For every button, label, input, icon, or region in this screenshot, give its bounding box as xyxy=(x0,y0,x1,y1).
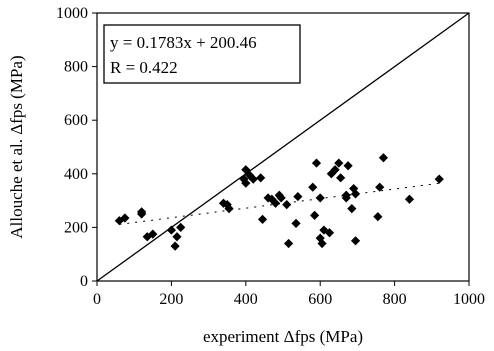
data-point xyxy=(257,214,268,224)
reference-line-y-equals-x xyxy=(96,12,470,282)
data-points xyxy=(114,153,444,251)
x-tick-label: 0 xyxy=(93,291,101,308)
y-tick-label: 800 xyxy=(64,59,88,76)
data-point xyxy=(137,207,147,217)
data-point xyxy=(326,169,336,179)
data-point xyxy=(434,174,444,184)
data-point xyxy=(267,194,277,204)
data-point xyxy=(224,204,234,214)
data-point xyxy=(120,213,130,223)
data-point xyxy=(282,200,292,210)
data-point xyxy=(283,238,294,249)
data-point xyxy=(330,165,340,175)
x-tick-label: 1000 xyxy=(453,291,485,308)
y-tick-label: 1000 xyxy=(56,5,88,22)
equation-text: y = 0.1783x + 200.46 xyxy=(110,33,257,52)
x-tick-label: 200 xyxy=(159,291,183,308)
y-tick-label: 200 xyxy=(64,219,88,236)
x-axis-ticks: 0 200 400 600 800 1000 xyxy=(93,281,485,308)
data-point xyxy=(378,153,389,163)
data-point xyxy=(176,222,186,232)
data-point xyxy=(291,218,301,228)
data-point xyxy=(270,198,281,208)
equation-box: y = 0.1783x + 200.46 R = 0.422 xyxy=(103,24,301,84)
y-tick-label: 0 xyxy=(80,273,88,290)
data-point xyxy=(276,193,286,203)
data-point xyxy=(310,210,320,220)
y-axis-ticks: 0 200 400 600 800 1000 xyxy=(56,5,97,290)
data-point xyxy=(373,212,383,222)
data-point xyxy=(148,229,158,239)
data-point xyxy=(308,182,318,192)
data-point xyxy=(404,194,415,204)
data-point xyxy=(343,161,353,171)
data-point xyxy=(317,238,327,249)
y-axis-title: Allouche et al. Δfps (MPa) xyxy=(7,55,26,238)
data-point xyxy=(341,190,351,200)
data-point xyxy=(315,193,325,203)
data-point xyxy=(311,158,322,168)
r-value-text: R = 0.422 xyxy=(110,58,178,77)
data-point xyxy=(170,241,180,251)
x-tick-label: 600 xyxy=(308,291,332,308)
data-point xyxy=(334,158,344,168)
data-point xyxy=(375,182,385,192)
data-point xyxy=(324,228,335,238)
x-tick-label: 400 xyxy=(234,291,258,308)
data-point xyxy=(248,174,258,184)
data-point xyxy=(166,225,176,235)
x-tick-label: 800 xyxy=(383,291,407,308)
y-tick-label: 600 xyxy=(64,112,88,129)
data-point xyxy=(350,236,361,246)
data-point xyxy=(256,173,266,183)
data-point xyxy=(350,189,361,199)
data-point xyxy=(336,173,346,183)
y-tick-label: 400 xyxy=(64,166,88,183)
data-point xyxy=(347,204,357,214)
data-point xyxy=(241,178,251,188)
data-point xyxy=(172,232,182,242)
equation-box-border xyxy=(103,24,301,84)
x-axis-title: experiment Δfps (MPa) xyxy=(203,327,363,346)
data-point xyxy=(293,191,303,202)
